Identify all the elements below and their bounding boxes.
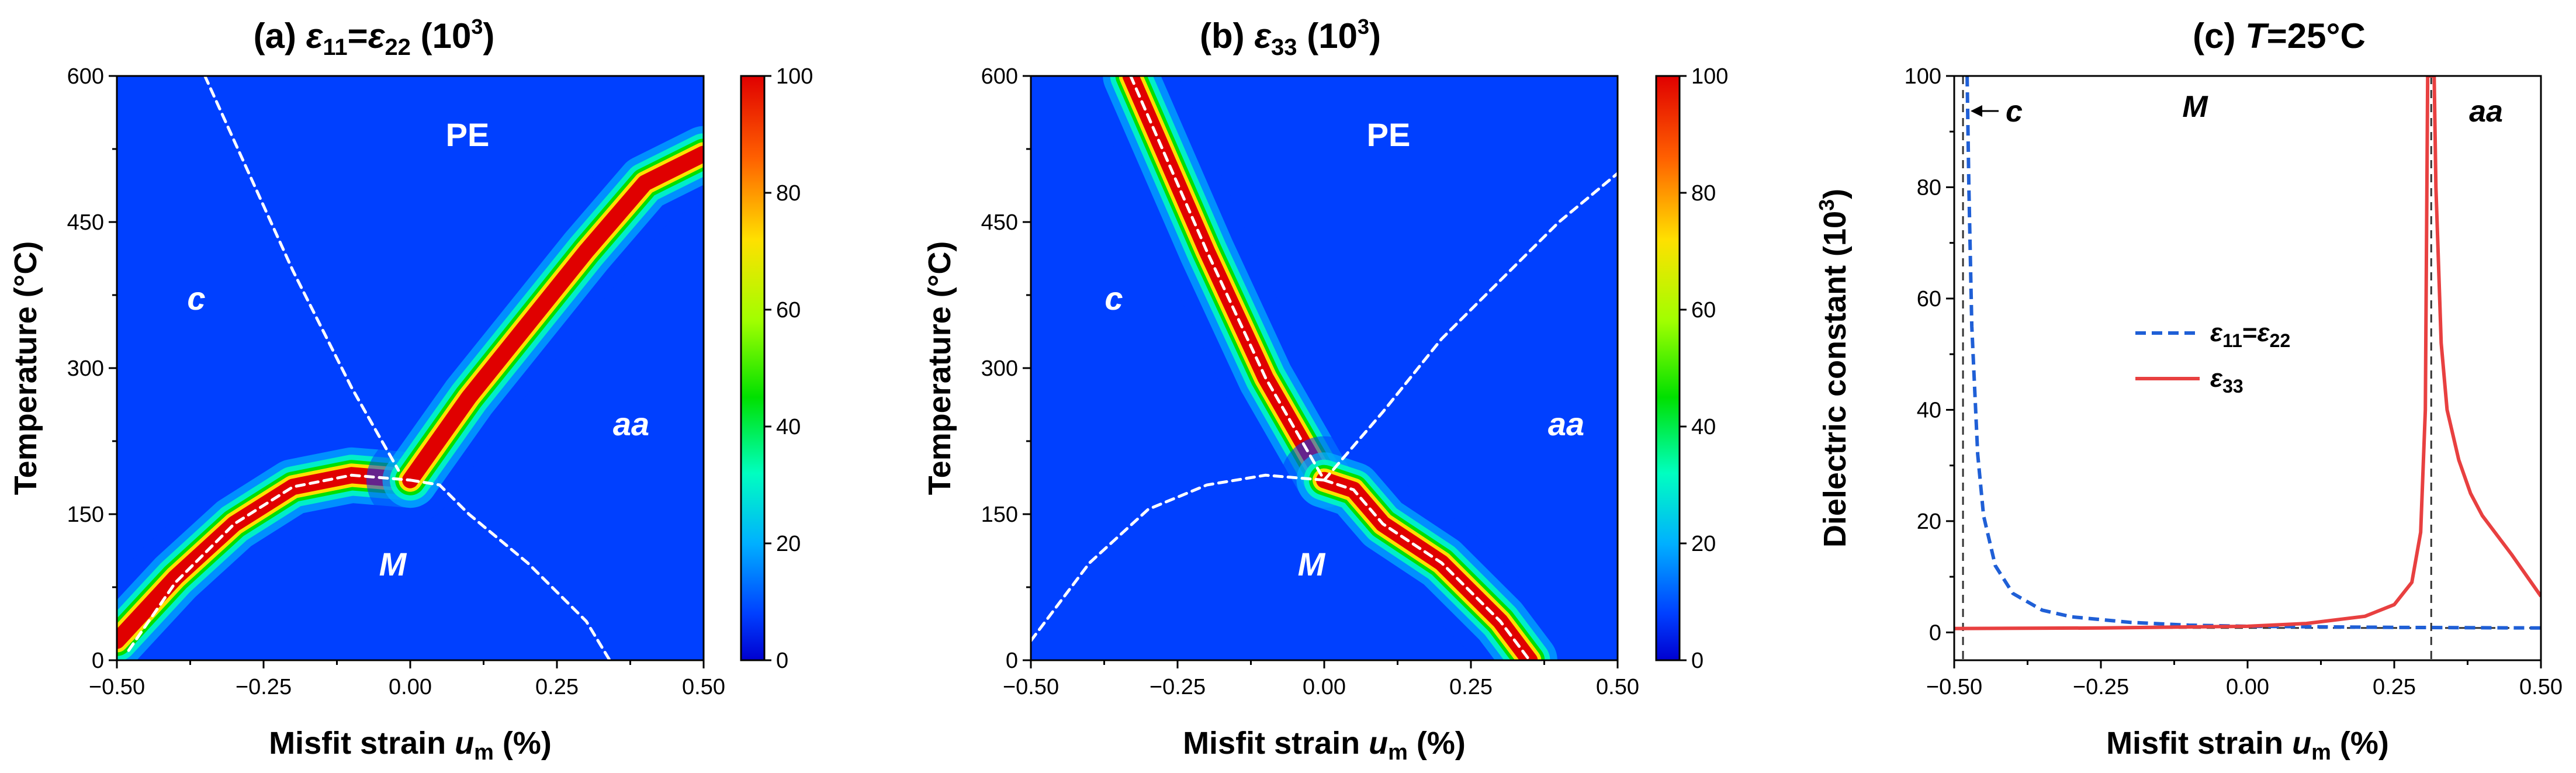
panel-a-phase-boundaries <box>127 76 611 660</box>
panel-b-colorbar <box>1655 75 1681 661</box>
legend-label-eps11: ε11=ε22 <box>2210 318 2290 351</box>
series-line-0 <box>1965 76 2541 630</box>
a-cbtick-label: 100 <box>776 64 813 89</box>
panel-a: (a) ε11=ε22 (103) −0.50 −0.25 0.00 0.25 0.50… <box>8 15 813 765</box>
phase-boundary-c-M <box>127 473 412 652</box>
a-ytick-label: 0 <box>92 649 104 673</box>
panel-b-title: (b) ε33 (103) <box>1200 15 1381 60</box>
a-ytick-label: 600 <box>67 64 104 89</box>
panel-c-region-m: M <box>2182 90 2208 124</box>
a-cbtick-label: 80 <box>776 181 801 206</box>
a-xtick-label: 0.00 <box>389 675 432 699</box>
panel-b-ticks: −0.50 −0.25 0.00 0.25 0.50 0 150 300 450 600 <box>981 64 1639 699</box>
a-xtick-label: 0.50 <box>682 675 725 699</box>
b-ytick-label: 450 <box>981 210 1018 235</box>
panel-b: (b) ε33 (103) −0.50 −0.25 0.00 0.25 0.50 0 150… <box>922 15 1728 765</box>
a-ytick-label: 150 <box>67 502 104 527</box>
panel-c-legend: ε11=ε22 ε33 <box>2135 318 2290 397</box>
panel-c-title: (c) T=25°C <box>2193 16 2366 56</box>
a-xtick-label: −0.25 <box>236 675 292 699</box>
panel-c-region-c: c <box>2006 95 2023 129</box>
b-ytick-label: 300 <box>981 356 1018 381</box>
c-xtick-label: −0.50 <box>1926 675 1982 699</box>
b-cbtick-label: 40 <box>1691 415 1716 439</box>
b-ytick-label: 0 <box>1006 649 1018 673</box>
series-line-1 <box>1954 76 2541 630</box>
phase-boundary-c-M <box>1031 473 1326 643</box>
a-cbtick-label: 40 <box>776 415 801 439</box>
b-xtick-label: −0.50 <box>1003 675 1059 699</box>
phase-boundary-PE-c <box>203 76 400 472</box>
panel-a-ylabel: Temperature (°C) <box>8 241 43 495</box>
panel-c-reference-lines <box>1954 76 2541 660</box>
panel-b-colorbar-ticks: 0 20 40 60 80 100 <box>1680 64 1728 673</box>
panel-b-phase-boundaries <box>1031 76 1618 660</box>
panel-a-title: (a) ε11=ε22 (103) <box>254 15 495 60</box>
panel-b-ylabel: Temperature (°C) <box>922 241 957 495</box>
b-cbtick-label: 60 <box>1691 298 1716 323</box>
c-ytick-label: 60 <box>1917 287 1941 311</box>
panel-b-region-c: c <box>1105 280 1123 317</box>
panel-c-arrow-icon <box>1971 105 1982 117</box>
phase-boundary-PE-aa <box>1322 172 1618 482</box>
panel-a-region-aa: aa <box>613 405 649 442</box>
b-ytick-label: 600 <box>981 64 1018 89</box>
b-cbtick-label: 100 <box>1691 64 1728 89</box>
panel-a-plot-area <box>117 76 704 660</box>
panel-c: (c) T=25°C −0.50 −0.25 0.00 0.25 0.50 0 20 40 60… <box>1815 16 2563 765</box>
panel-c-frame <box>1953 75 2542 661</box>
panel-c-series <box>1954 76 2541 630</box>
panel-a-region-pe: PE <box>446 116 490 153</box>
c-ytick-label: 80 <box>1917 175 1941 200</box>
c-ytick-label: 100 <box>1905 64 1941 89</box>
b-xtick-label: −0.25 <box>1149 675 1206 699</box>
a-xtick-label: 0.25 <box>535 675 579 699</box>
phase-boundary-PE-c <box>1129 76 1326 482</box>
c-xtick-label: 0.25 <box>2373 675 2416 699</box>
panel-b-plot-area <box>1031 76 1618 660</box>
panel-b-xlabel: Misfit strain um (%) <box>1183 726 1466 765</box>
panel-a-ticks: −0.50 −0.25 0.00 0.25 0.50 0 150 300 450 600 <box>67 64 725 699</box>
panel-c-ylabel: Dielectric constant (103) <box>1815 189 1853 547</box>
panel-a-xlabel: Misfit strain um (%) <box>269 726 552 765</box>
a-ytick-label: 300 <box>67 356 104 381</box>
panel-b-region-aa: aa <box>1548 405 1584 442</box>
panel-a-colorbar <box>740 75 766 661</box>
phase-boundary-M-aa <box>1322 479 1531 660</box>
a-ytick-label: 450 <box>67 210 104 235</box>
c-ytick-label: 0 <box>1929 621 1941 645</box>
legend-label-eps33: ε33 <box>2210 364 2243 397</box>
panel-c-xlabel: Misfit strain um (%) <box>2106 726 2389 765</box>
c-xtick-label: −0.25 <box>2073 675 2129 699</box>
b-cbtick-label: 0 <box>1691 649 1704 673</box>
a-cbtick-label: 60 <box>776 298 801 323</box>
c-xtick-label: 0.00 <box>2226 675 2269 699</box>
b-xtick-label: 0.00 <box>1303 675 1346 699</box>
b-cbtick-label: 20 <box>1691 532 1716 556</box>
panel-c-ticks: −0.50 −0.25 0.00 0.25 0.50 0 20 40 60 80 100 <box>1905 64 2563 699</box>
panel-c-plot-area <box>1954 76 2541 660</box>
panel-a-colorbar-ticks: 0 20 40 60 80 100 <box>764 64 813 673</box>
c-ytick-label: 40 <box>1917 398 1941 422</box>
panel-a-region-m: M <box>379 546 407 583</box>
panel-c-region-aa: aa <box>2469 95 2503 129</box>
panel-b-region-pe: PE <box>1367 116 1411 153</box>
heatmap-band-PE-aa-5 <box>402 145 704 488</box>
b-xtick-label: 0.50 <box>1596 675 1639 699</box>
b-ytick-label: 150 <box>981 502 1018 527</box>
panel-a-region-c: c <box>187 280 205 317</box>
panel-b-region-m: M <box>1298 546 1326 583</box>
c-ytick-label: 20 <box>1917 509 1941 534</box>
a-xtick-label: −0.50 <box>89 675 145 699</box>
c-xtick-label: 0.50 <box>2519 675 2563 699</box>
phase-boundary-M-aa <box>408 479 611 660</box>
b-cbtick-label: 80 <box>1691 181 1716 206</box>
b-xtick-label: 0.25 <box>1449 675 1493 699</box>
a-cbtick-label: 0 <box>776 649 788 673</box>
a-cbtick-label: 20 <box>776 532 801 556</box>
